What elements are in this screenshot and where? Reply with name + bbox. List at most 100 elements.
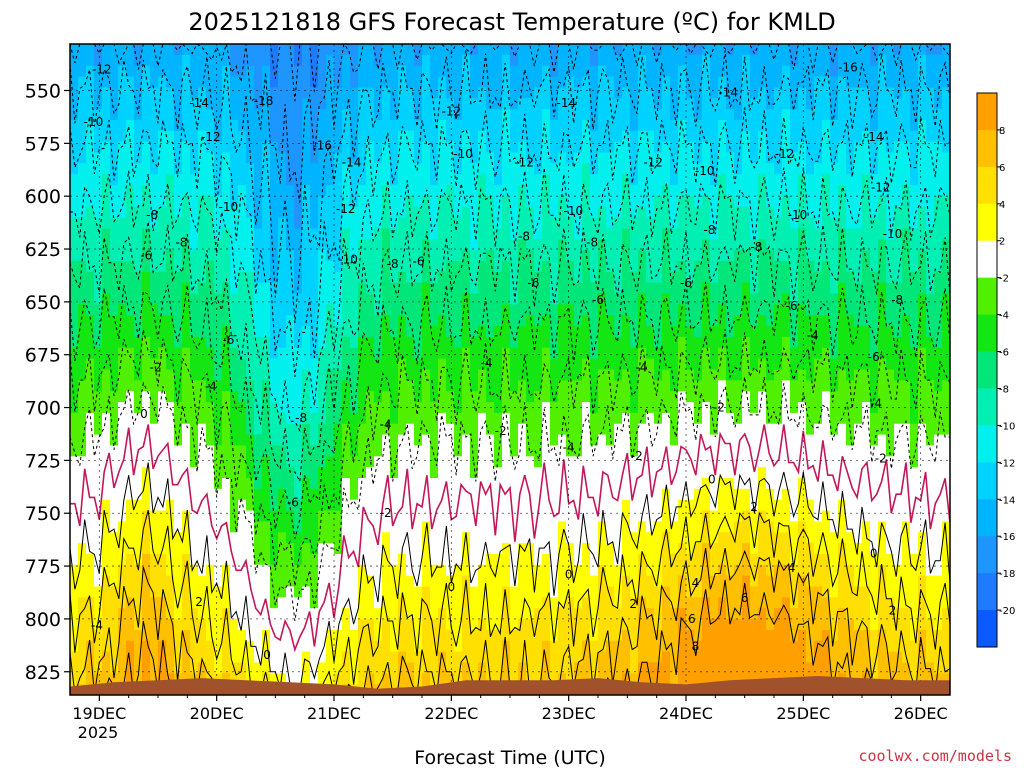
temperature-cell xyxy=(126,206,135,219)
temperature-cell xyxy=(222,76,231,88)
temperature-cell xyxy=(646,391,655,403)
temperature-cell xyxy=(358,152,367,164)
temperature-cell xyxy=(542,304,551,316)
temperature-cell xyxy=(174,369,183,381)
temperature-cell xyxy=(174,98,183,110)
temperature-cell xyxy=(382,185,391,197)
temperature-cell xyxy=(342,326,351,338)
temperature-cell xyxy=(198,304,207,316)
temperature-cell xyxy=(270,271,279,284)
temperature-cell xyxy=(630,456,639,468)
temperature-cell xyxy=(430,575,439,588)
temperature-cell xyxy=(270,499,279,512)
temperature-cell xyxy=(302,651,311,664)
temperature-cell xyxy=(446,402,455,414)
temperature-cell xyxy=(606,358,615,371)
temperature-cell xyxy=(246,44,255,56)
temperature-cell xyxy=(246,412,255,425)
temperature-cell xyxy=(302,304,311,316)
temperature-cell xyxy=(534,640,543,653)
temperature-cell xyxy=(638,597,647,609)
temperature-cell xyxy=(590,271,599,284)
temperature-cell xyxy=(470,282,479,295)
temperature-cell xyxy=(374,163,383,175)
temperature-cell xyxy=(710,109,719,121)
temperature-cell xyxy=(262,532,271,544)
temperature-cell xyxy=(438,239,447,251)
temperature-cell xyxy=(606,608,615,620)
temperature-cell xyxy=(638,109,647,121)
temperature-cell xyxy=(486,336,495,349)
temperature-cell xyxy=(78,662,87,674)
temperature-cell xyxy=(606,304,615,316)
temperature-cell xyxy=(534,304,543,316)
temperature-cell xyxy=(278,445,287,457)
temperature-cell xyxy=(310,662,319,674)
temperature-cell xyxy=(254,478,263,490)
temperature-cell xyxy=(542,423,551,436)
temperature-cell xyxy=(534,228,543,240)
temperature-cell xyxy=(246,141,255,154)
temperature-cell xyxy=(678,673,687,685)
temperature-cell xyxy=(174,326,183,338)
temperature-cell xyxy=(422,109,431,121)
temperature-cell xyxy=(590,380,599,392)
temperature-cell xyxy=(94,445,103,457)
temperature-cell xyxy=(94,217,103,230)
temperature-cell xyxy=(214,553,223,566)
temperature-cell xyxy=(78,163,87,175)
temperature-cell xyxy=(126,315,135,327)
temperature-cell xyxy=(318,629,327,642)
temperature-cell xyxy=(614,228,623,240)
temperature-cell xyxy=(430,304,439,316)
temperature-cell xyxy=(294,673,303,685)
temperature-cell xyxy=(686,640,695,653)
temperature-cell xyxy=(614,586,623,598)
temperature-cell xyxy=(326,119,335,132)
temperature-cell xyxy=(446,250,455,262)
temperature-cell xyxy=(614,391,623,403)
temperature-cell xyxy=(166,564,175,577)
temperature-cell xyxy=(414,478,423,490)
temperature-cell xyxy=(166,629,175,642)
temperature-cell xyxy=(414,261,423,273)
temperature-cell xyxy=(590,44,599,56)
temperature-cell xyxy=(590,326,599,338)
temperature-cell xyxy=(622,282,631,295)
temperature-cell xyxy=(654,250,663,262)
temperature-cell xyxy=(470,521,479,533)
temperature-cell xyxy=(390,521,399,533)
temperature-cell xyxy=(494,228,503,240)
temperature-cell xyxy=(598,282,607,295)
temperature-cell xyxy=(718,629,727,642)
temperature-cell xyxy=(638,619,647,631)
temperature-cell xyxy=(358,282,367,295)
temperature-cell xyxy=(198,651,207,664)
temperature-cell xyxy=(654,608,663,620)
temperature-cell xyxy=(278,98,287,110)
temperature-cell xyxy=(86,239,95,251)
temperature-cell xyxy=(534,239,543,251)
temperature-cell xyxy=(470,163,479,175)
temperature-cell xyxy=(654,412,663,425)
temperature-cell xyxy=(678,456,687,468)
temperature-cell xyxy=(326,402,335,414)
temperature-cell xyxy=(510,358,519,371)
temperature-cell xyxy=(646,423,655,436)
temperature-cell xyxy=(150,326,159,338)
temperature-cell xyxy=(678,304,687,316)
temperature-cell xyxy=(510,629,519,642)
temperature-cell xyxy=(726,543,735,555)
temperature-cell xyxy=(238,456,247,468)
temperature-cell xyxy=(230,575,239,588)
temperature-cell xyxy=(646,109,655,121)
temperature-cell xyxy=(222,391,231,403)
temperature-cell xyxy=(374,206,383,219)
temperature-cell xyxy=(486,553,495,566)
temperature-cell xyxy=(254,369,263,381)
temperature-cell xyxy=(582,488,591,501)
temperature-cell xyxy=(118,44,127,56)
temperature-cell xyxy=(510,391,519,403)
temperature-cell xyxy=(230,130,239,143)
temperature-cell xyxy=(182,488,191,501)
